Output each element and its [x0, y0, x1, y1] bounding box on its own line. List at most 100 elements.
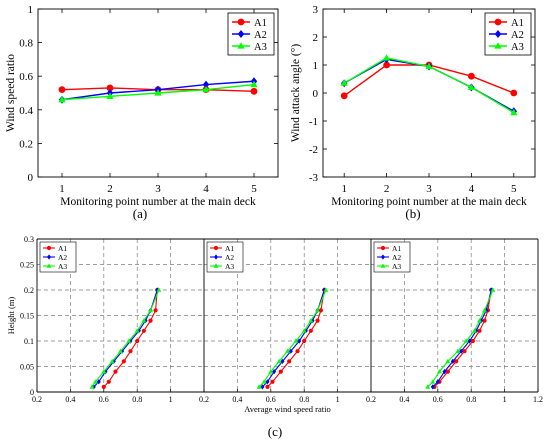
data-point-A3 [101, 369, 107, 374]
legend-marker-A1 [46, 245, 52, 251]
data-point-A1 [308, 328, 313, 333]
x-tick-label: 0.6 [433, 395, 443, 404]
data-point-A1 [454, 359, 459, 364]
y-tick-label: -2 [309, 144, 318, 156]
series-line-A2 [262, 289, 325, 388]
legend-label-A3: A3 [511, 42, 524, 53]
legend-marker-A1 [213, 245, 219, 251]
data-point-A3 [276, 358, 282, 364]
y-tick-label: 0.1 [24, 337, 34, 346]
series-line-A2 [93, 289, 158, 388]
legend-label-A1: A1 [392, 244, 401, 253]
series-A3 [340, 54, 518, 116]
series-A3 [58, 80, 258, 103]
y-tick-label: 3 [313, 4, 319, 16]
data-point-A1 [470, 338, 475, 344]
data-point-A3 [141, 318, 147, 323]
data-point-A3 [510, 108, 518, 116]
data-point-A2 [435, 379, 440, 385]
legend-label-A2: A2 [58, 253, 67, 262]
data-point-A3 [437, 369, 442, 374]
legend-label-A1: A1 [58, 244, 67, 253]
x-axis-label: Average wind speed ratio [244, 404, 330, 414]
x-tick-label: 1 [503, 395, 507, 404]
legend-marker-A2 [381, 254, 385, 260]
y-tick-label: 2 [313, 32, 319, 44]
data-point-A1 [270, 379, 275, 384]
x-tick-label: 0.4 [65, 395, 75, 404]
data-point-A2 [430, 384, 435, 390]
data-point-A2 [103, 369, 108, 375]
data-point-A2 [297, 338, 302, 344]
legend-marker-A3 [380, 263, 386, 268]
data-point-A3 [89, 384, 95, 389]
x-tick-label: 1 [59, 183, 65, 195]
legend-marker-A2 [47, 254, 51, 260]
data-point-A3 [293, 338, 299, 343]
data-point-A1 [250, 87, 258, 95]
data-point-A3 [445, 358, 451, 364]
x-tick-label: 1 [169, 395, 173, 404]
data-point-A2 [111, 358, 116, 364]
y-axis-label: Wind speed ratio [5, 54, 17, 132]
x-tick-label: 2 [384, 183, 390, 195]
data-point-A3 [425, 384, 431, 389]
legend-marker-A3 [237, 42, 245, 49]
data-point-A3 [134, 328, 140, 333]
data-point-A1 [141, 328, 146, 333]
data-point-A3 [109, 358, 115, 364]
data-point-A3 [467, 83, 475, 90]
legend-label-A2: A2 [225, 253, 234, 262]
figure-label-b: (b) [405, 206, 420, 221]
data-point-A3 [285, 348, 290, 353]
y-axis-label: Wind attack angle (°) [290, 44, 302, 142]
x-tick-label: 0.8 [132, 395, 142, 404]
x-tick-label: 0.4 [232, 395, 242, 404]
x-tick-label: 3 [155, 183, 161, 195]
y-tick-label: 0.2 [19, 138, 33, 150]
data-point-A1 [287, 359, 292, 364]
series-line-A3 [91, 289, 160, 388]
data-point-A2 [280, 358, 285, 364]
y-axis-label: Height (m) [6, 297, 16, 335]
data-point-A2 [260, 384, 265, 390]
data-point-A3 [472, 328, 477, 333]
x-tick-label: 0.2 [199, 395, 209, 404]
legend-label-A1: A1 [511, 18, 524, 29]
data-point-A3 [383, 54, 391, 61]
y-tick-label: 0.25 [20, 261, 34, 270]
data-point-A2 [265, 379, 270, 385]
data-point-A1 [153, 308, 158, 313]
data-point-A3 [58, 95, 66, 103]
y-tick-label: 0.4 [19, 105, 33, 117]
x-tick-label: 1 [341, 183, 347, 195]
data-point-A3 [250, 80, 258, 88]
y-tick-label: 0.6 [19, 71, 33, 83]
y-tick-label: 0.3 [24, 235, 34, 244]
data-point-A2 [91, 384, 96, 390]
data-point-A3 [93, 379, 98, 384]
series-line-A1 [434, 289, 492, 388]
data-point-A1 [265, 384, 270, 389]
y-tick-label: 0.05 [20, 363, 34, 372]
data-point-A3 [463, 338, 469, 343]
legend-marker-A1 [237, 18, 245, 26]
data-point-A1 [106, 84, 114, 92]
data-point-A1 [462, 349, 467, 354]
data-point-A3 [340, 79, 348, 86]
data-point-A2 [467, 338, 472, 344]
x-tick-label: 2 [107, 183, 113, 195]
data-point-A3 [315, 307, 320, 313]
x-tick-label: 1 [336, 395, 340, 404]
data-point-A1 [295, 349, 300, 354]
data-point-A2 [272, 369, 277, 375]
legend-label-A1: A1 [225, 244, 234, 253]
data-point-A1 [113, 369, 118, 374]
figure-label-a: (a) [133, 206, 147, 221]
x-tick-label: 0.4 [399, 395, 409, 404]
